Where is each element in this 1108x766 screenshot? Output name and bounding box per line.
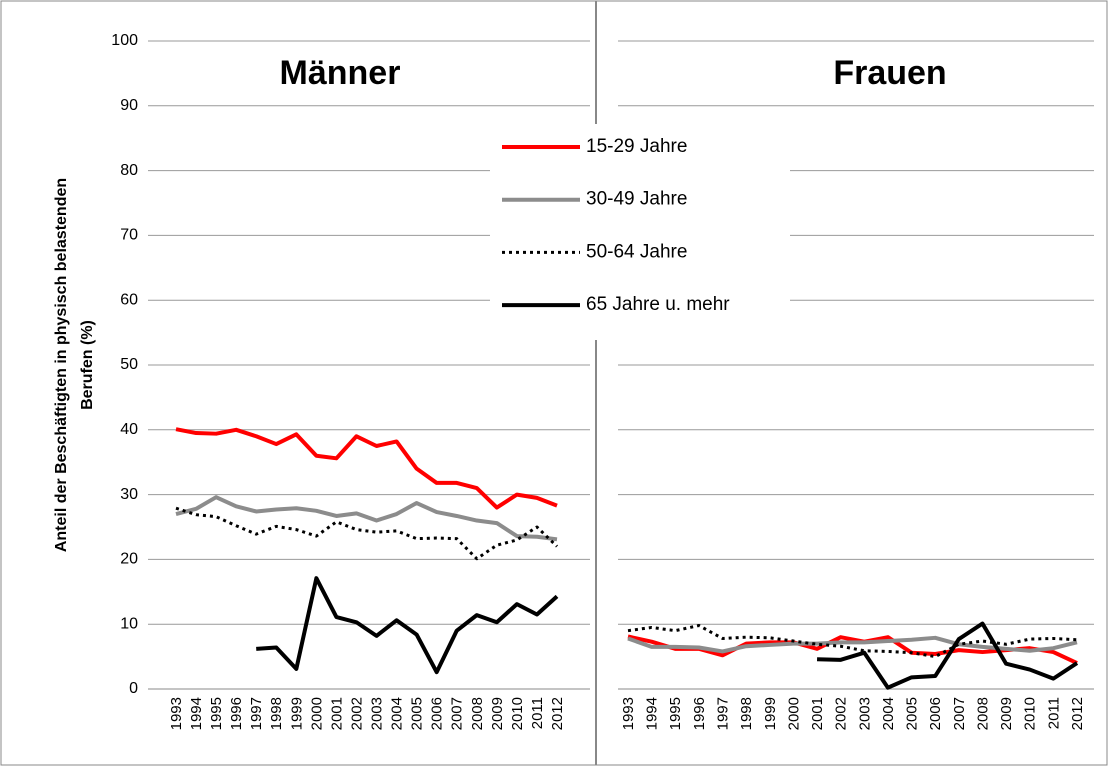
x-tick-label: 2004 xyxy=(389,697,406,730)
x-tick-label: 1994 xyxy=(644,697,661,730)
x-tick-label: 2000 xyxy=(308,697,325,730)
x-tick-label: 1993 xyxy=(620,697,637,730)
x-tick-label: 1997 xyxy=(248,697,265,730)
y-tick-label: 20 xyxy=(120,551,138,568)
y-tick-label: 70 xyxy=(120,227,138,244)
x-tick-label: 2005 xyxy=(409,697,426,730)
panel-title: Frauen xyxy=(833,54,946,92)
y-tick-label: 60 xyxy=(120,291,138,308)
x-tick-label: 2007 xyxy=(449,697,466,730)
x-tick-label: 2011 xyxy=(529,697,546,729)
x-tick-label: 2003 xyxy=(368,697,385,730)
series-line xyxy=(175,506,559,561)
x-tick-label: 2009 xyxy=(998,697,1015,730)
x-tick-label: 2006 xyxy=(429,697,446,730)
x-tick-label: 1995 xyxy=(208,697,225,730)
x-tick-label: 1997 xyxy=(714,697,731,730)
x-tick-label: 2012 xyxy=(549,697,566,730)
y-tick-label: 90 xyxy=(120,97,138,114)
x-tick-label: 2010 xyxy=(509,697,526,730)
x-tick-label: 1999 xyxy=(288,697,305,730)
legend-label: 50-64 Jahre xyxy=(586,241,687,262)
x-tick-label: 2009 xyxy=(489,697,506,730)
y-tick-label: 50 xyxy=(120,356,138,373)
x-tick-label: 2005 xyxy=(904,697,921,730)
y-axis-label: Anteil der Beschäftigten in physisch bel… xyxy=(53,178,70,552)
x-tick-label: 2006 xyxy=(927,697,944,730)
x-tick-label: 1995 xyxy=(667,697,684,730)
x-tick-label: 2000 xyxy=(785,697,802,730)
x-tick-label: 2007 xyxy=(951,697,968,730)
y-tick-label: 0 xyxy=(129,680,138,697)
x-tick-label: 1996 xyxy=(228,697,245,730)
x-tick-label: 2012 xyxy=(1069,697,1086,730)
x-tick-label: 1994 xyxy=(188,697,205,730)
y-tick-label: 10 xyxy=(120,615,138,632)
x-tick-label: 1998 xyxy=(738,697,755,730)
x-tick-label: 1999 xyxy=(762,697,779,730)
x-tick-label: 2001 xyxy=(328,697,345,730)
series-line xyxy=(256,576,559,675)
y-tick-label: 80 xyxy=(120,162,138,179)
x-tick-label: 2003 xyxy=(856,697,873,730)
x-tick-label: 2011 xyxy=(1045,697,1062,729)
x-tick-label: 2002 xyxy=(833,697,850,730)
series-line xyxy=(816,621,1079,690)
series-line xyxy=(175,495,558,542)
panel-title: Männer xyxy=(280,54,401,92)
x-tick-label: 2002 xyxy=(348,697,365,730)
x-tick-label: 1998 xyxy=(268,697,285,730)
y-tick-label: 100 xyxy=(111,32,138,49)
y-tick-label: 30 xyxy=(120,486,138,503)
x-tick-label: 2004 xyxy=(880,697,897,730)
y-tick-label: 40 xyxy=(120,421,138,438)
y-axis-label: Berufen (%) xyxy=(79,320,96,410)
x-tick-label: 1993 xyxy=(168,697,185,730)
series-line xyxy=(627,635,1078,654)
series-line xyxy=(175,427,558,510)
legend-label: 15-29 Jahre xyxy=(586,136,687,157)
x-tick-label: 2001 xyxy=(809,697,826,730)
x-tick-label: 2010 xyxy=(1022,697,1039,730)
legend-label: 30-49 Jahre xyxy=(586,189,687,210)
x-tick-label: 1996 xyxy=(691,697,708,730)
x-tick-label: 2008 xyxy=(974,697,991,730)
legend-label: 65 Jahre u. mehr xyxy=(586,294,730,315)
x-tick-label: 2008 xyxy=(469,697,486,730)
